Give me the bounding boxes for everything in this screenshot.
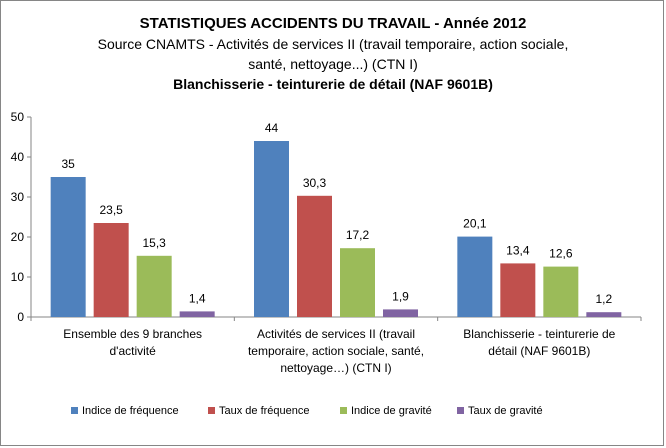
legend-label: Taux de gravité: [468, 405, 543, 417]
legend-label: Taux de fréquence: [219, 405, 310, 417]
bar: [586, 312, 622, 317]
y-tick-label: 50: [11, 110, 25, 124]
data-label: 20,1: [463, 217, 487, 231]
bar: [50, 177, 86, 317]
y-tick-label: 40: [11, 150, 25, 164]
category-label: détail (NAF 9601B): [488, 344, 590, 358]
legend-swatch: [340, 407, 347, 414]
data-label: 44: [265, 121, 279, 135]
data-label: 1,9: [392, 289, 409, 303]
legend-label: Indice de fréquence: [82, 405, 179, 417]
legend-swatch: [457, 407, 464, 414]
y-tick-label: 30: [11, 190, 25, 204]
data-label: 12,6: [549, 247, 573, 261]
data-label: 17,2: [346, 228, 370, 242]
y-tick-label: 10: [11, 270, 25, 284]
category-label: Blanchisserie - teinturerie de: [463, 327, 615, 341]
legend-swatch: [208, 407, 215, 414]
bar: [179, 311, 215, 317]
bar: [297, 195, 332, 317]
category-label: nettoyage…) (CTN I): [280, 361, 391, 375]
legend-label: Indice de gravité: [351, 405, 432, 417]
data-label: 1,2: [595, 292, 612, 306]
category-label: Activités de services II (travail: [257, 327, 415, 341]
data-label: 30,3: [303, 176, 327, 190]
data-label: 35: [61, 157, 75, 171]
category-label: temporaire, action sociale, santé,: [248, 344, 424, 358]
data-label: 13,4: [506, 243, 530, 257]
bar: [254, 141, 289, 317]
bar: [136, 255, 172, 317]
y-tick-label: 0: [17, 310, 24, 324]
chart-subtitle-line-3: Blanchisserie - teinturerie de détail (N…: [173, 76, 493, 92]
category-label: Ensemble des 9 branches: [63, 327, 202, 341]
bar: [457, 236, 493, 317]
bar: [500, 263, 536, 317]
data-label: 15,3: [142, 236, 166, 250]
chart-subtitle-line-1: Source CNAMTS - Activités de services II…: [97, 36, 569, 52]
data-label: 1,4: [189, 291, 206, 305]
legend-swatch: [71, 407, 78, 414]
bar: [340, 248, 375, 317]
y-tick-label: 20: [11, 230, 25, 244]
data-label: 23,5: [99, 203, 123, 217]
chart-subtitle-line-2: santé, nettoyage...) (CTN I): [248, 56, 418, 72]
bar: [383, 309, 418, 317]
category-label: d'activité: [110, 344, 157, 358]
bar: [543, 266, 579, 317]
chart-title: STATISTIQUES ACCIDENTS DU TRAVAIL - Anné…: [139, 15, 527, 32]
bar: [93, 223, 129, 317]
